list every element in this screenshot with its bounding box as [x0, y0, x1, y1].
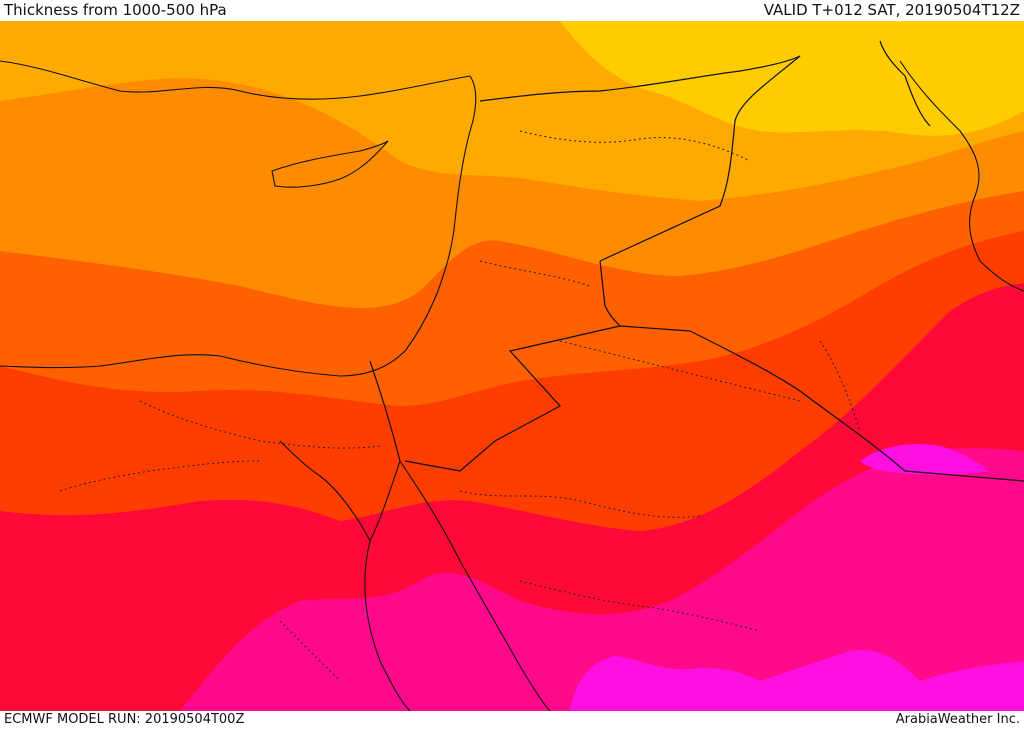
- admin-boundary: [279, 620, 341, 682]
- border-syria-iraq: [599, 55, 801, 262]
- band-magenta: [180, 448, 1024, 711]
- footer-bar: ECMWF MODEL RUN: 20190504T00Z ArabiaWeat…: [0, 711, 1024, 729]
- border-turkey-syria: [479, 55, 801, 102]
- border-egypt-israel: [369, 360, 401, 462]
- header-bar: Thickness from 1000-500 hPa VALID T+012 …: [0, 0, 1024, 21]
- coastline-red-sea: [364, 540, 411, 711]
- border-iran-iraq: [879, 40, 931, 127]
- band-bright-magenta: [860, 444, 990, 476]
- admin-boundary: [819, 340, 861, 432]
- coastline-levant: [0, 130, 471, 377]
- admin-boundary: [479, 260, 591, 287]
- band-yellow: [560, 21, 1024, 136]
- coastline-gulf-of-suez: [279, 440, 401, 543]
- admin-boundary: [139, 400, 381, 449]
- coastline-red-sea-east: [399, 460, 551, 711]
- credit: ArabiaWeather Inc.: [895, 712, 1020, 727]
- admin-boundary: [59, 460, 261, 492]
- admin-boundary: [519, 130, 751, 162]
- border-jordan-saudi: [404, 260, 622, 472]
- admin-boundary: [459, 490, 701, 518]
- model-run: ECMWF MODEL RUN: 20190504T00Z: [4, 712, 245, 727]
- map-title: Thickness from 1000-500 hPa: [4, 1, 227, 19]
- coastline-turkey: [0, 60, 477, 132]
- border-iraq-saudi: [619, 325, 1024, 482]
- band-bright-magenta: [570, 650, 1024, 711]
- coastline-persian-gulf: [899, 60, 1024, 292]
- cyprus-coast: [271, 140, 389, 188]
- thickness-map: [0, 21, 1024, 711]
- valid-time: VALID T+012 SAT, 20190504T12Z: [763, 1, 1020, 19]
